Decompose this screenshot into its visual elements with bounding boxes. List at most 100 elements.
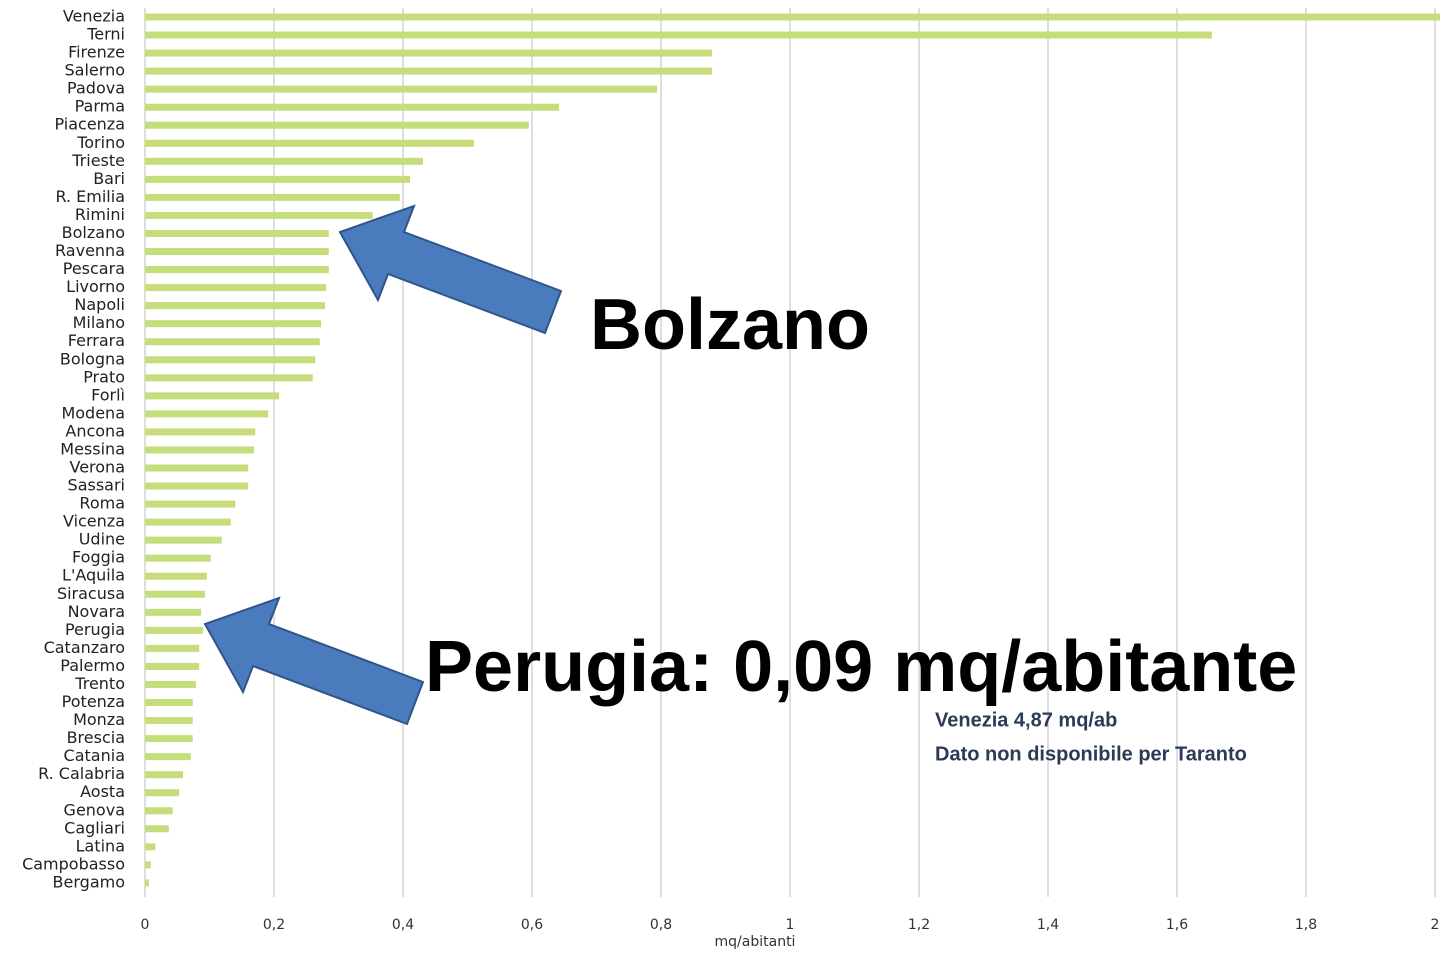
- x-tick-label: 0: [141, 917, 150, 933]
- bar: [145, 157, 423, 165]
- bar: [145, 771, 184, 779]
- bar: [145, 338, 320, 346]
- bar: [145, 193, 400, 201]
- x-tick-label: 0,6: [521, 917, 543, 933]
- y-tick-label: Venezia: [63, 7, 125, 26]
- bar: [145, 590, 205, 598]
- y-tick-label: Aosta: [80, 782, 125, 801]
- bar: [145, 356, 316, 364]
- bar: [145, 284, 327, 292]
- grid: [144, 8, 1436, 897]
- x-tick-label: 0,2: [263, 917, 285, 933]
- y-tick-label: Trieste: [71, 151, 125, 170]
- x-tick-label: 0,4: [392, 917, 414, 933]
- bar: [145, 626, 204, 634]
- y-tick-label: Roma: [79, 494, 125, 513]
- y-tick-label: Prato: [83, 367, 125, 386]
- y-tick-label: Potenza: [62, 692, 125, 711]
- bar: [145, 572, 207, 580]
- bar: [145, 49, 712, 57]
- labels: 0 0,2 0,4 0,6 0,8 1 1,2 1,4 1,6 1,8 2VeneziaTerniF…: [22, 7, 1439, 934]
- y-tick-label: Campobasso: [22, 854, 125, 873]
- y-tick-label: Vicenza: [63, 512, 125, 531]
- y-tick-label: Cagliari: [64, 818, 125, 837]
- y-tick-label: R. Emilia: [55, 187, 125, 206]
- y-tick-label: Verona: [69, 458, 125, 477]
- y-tick-label: Catania: [64, 746, 125, 765]
- bar: [145, 807, 173, 815]
- x-axis-label: mq/abitanti: [715, 934, 796, 950]
- bar: [145, 85, 658, 93]
- bar: [145, 302, 325, 310]
- y-tick-label: Bari: [93, 169, 125, 188]
- y-tick-label: Forlì: [91, 385, 125, 404]
- y-tick-label: Sassari: [68, 476, 125, 495]
- y-tick-label: Novara: [68, 602, 125, 621]
- bar: [145, 861, 151, 869]
- y-tick-label: Bolzano: [62, 223, 125, 242]
- note: Venezia 4,87 mq/ab: [935, 709, 1117, 731]
- bar: [145, 320, 322, 328]
- y-tick-label: Palermo: [60, 656, 125, 675]
- y-tick-label: Padova: [67, 79, 125, 98]
- y-tick-label: Messina: [60, 439, 125, 458]
- bar: [145, 121, 529, 129]
- bar: [145, 211, 373, 219]
- y-tick-label: Monza: [73, 710, 125, 729]
- bar: [145, 879, 149, 887]
- y-tick-label: Bologna: [60, 349, 125, 368]
- bar: [145, 500, 236, 508]
- bar: [145, 554, 211, 562]
- y-tick-label: Siracusa: [57, 584, 125, 603]
- bar: [145, 248, 329, 256]
- bars: [145, 13, 1440, 887]
- bar: [145, 410, 269, 418]
- y-tick-label: Ravenna: [55, 241, 125, 260]
- annotation: Perugia: 0,09 mq/abitante: [425, 627, 1297, 707]
- y-tick-label: Firenze: [68, 43, 125, 62]
- bar: [145, 735, 193, 743]
- y-tick-label: Perugia: [65, 620, 125, 639]
- y-tick-label: L'Aquila: [62, 566, 125, 585]
- bar: [145, 753, 191, 761]
- x-tick-label: 1,4: [1037, 917, 1059, 933]
- y-tick-label: Ferrara: [68, 331, 125, 350]
- bar: [145, 482, 249, 490]
- bar: [145, 536, 222, 544]
- arrow: [338, 204, 563, 335]
- bar: [145, 662, 200, 670]
- x-tick-label: 2: [1431, 917, 1440, 933]
- y-tick-label: Latina: [76, 836, 125, 855]
- y-tick-label: Bergamo: [53, 872, 125, 891]
- bar: [145, 31, 1212, 39]
- y-tick-label: Salerno: [65, 61, 125, 80]
- x-tick-label: 1,8: [1295, 917, 1317, 933]
- y-tick-label: R. Calabria: [38, 764, 125, 783]
- y-tick-label: Udine: [79, 530, 125, 549]
- bar: [145, 392, 280, 400]
- x-tick-label: 1,6: [1166, 917, 1188, 933]
- x-tick-label: 1: [786, 917, 795, 933]
- y-tick-label: Brescia: [67, 728, 125, 747]
- bar: [145, 680, 196, 688]
- bar: [145, 446, 255, 454]
- bar: [145, 229, 329, 237]
- y-tick-label: Terni: [86, 25, 125, 44]
- bar: [145, 67, 712, 75]
- y-tick-label: Modena: [61, 403, 125, 422]
- y-tick-label: Genova: [64, 800, 125, 819]
- bar: [145, 699, 193, 707]
- bar: [145, 464, 249, 472]
- y-tick-label: Napoli: [74, 295, 125, 314]
- y-tick-label: Torino: [76, 133, 125, 152]
- y-tick-label: Ancona: [65, 421, 125, 440]
- y-tick-label: Foggia: [72, 548, 125, 567]
- bar: [145, 608, 202, 616]
- bar: [145, 175, 411, 183]
- y-tick-label: Piacenza: [54, 115, 125, 134]
- y-tick-label: Livorno: [66, 277, 125, 296]
- bar: [145, 266, 329, 274]
- y-tick-label: Pescara: [63, 259, 125, 278]
- y-tick-label: Rimini: [75, 205, 125, 224]
